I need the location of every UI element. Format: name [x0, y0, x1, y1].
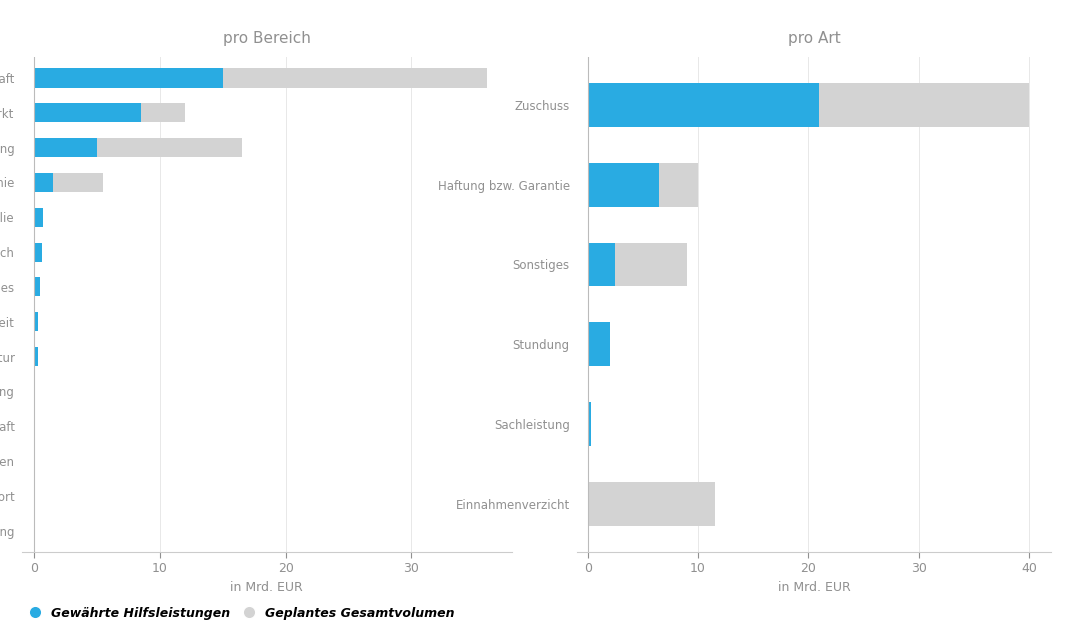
X-axis label: in Mrd. EUR: in Mrd. EUR: [777, 581, 851, 593]
Bar: [34, 208, 43, 227]
Bar: [34, 382, 36, 401]
Bar: [34, 277, 41, 297]
Legend: Gewährte Hilfsleistungen, Geplantes Gesamtvolumen: Gewährte Hilfsleistungen, Geplantes Gesa…: [17, 602, 459, 624]
Bar: [34, 103, 141, 122]
Bar: [34, 312, 38, 332]
X-axis label: in Mrd. EUR: in Mrd. EUR: [231, 581, 303, 593]
Bar: [34, 277, 41, 297]
Bar: [588, 482, 715, 526]
Bar: [588, 402, 591, 446]
Bar: [34, 103, 185, 122]
Bar: [34, 138, 97, 157]
Bar: [34, 208, 43, 227]
Bar: [588, 163, 660, 207]
Bar: [34, 312, 38, 332]
Bar: [34, 382, 36, 401]
Bar: [34, 347, 38, 366]
Bar: [588, 83, 1029, 127]
Title: pro Art: pro Art: [788, 31, 840, 46]
Bar: [588, 402, 591, 446]
Bar: [34, 173, 103, 192]
Bar: [588, 163, 699, 207]
Bar: [34, 68, 223, 87]
Bar: [34, 347, 38, 366]
Bar: [34, 138, 241, 157]
Bar: [588, 242, 616, 287]
Bar: [34, 68, 487, 87]
Bar: [34, 243, 42, 262]
Bar: [588, 322, 610, 366]
Bar: [588, 322, 610, 366]
Title: pro Bereich: pro Bereich: [223, 31, 310, 46]
Bar: [588, 83, 819, 127]
Bar: [34, 243, 42, 262]
Bar: [34, 173, 53, 192]
Bar: [588, 242, 687, 287]
